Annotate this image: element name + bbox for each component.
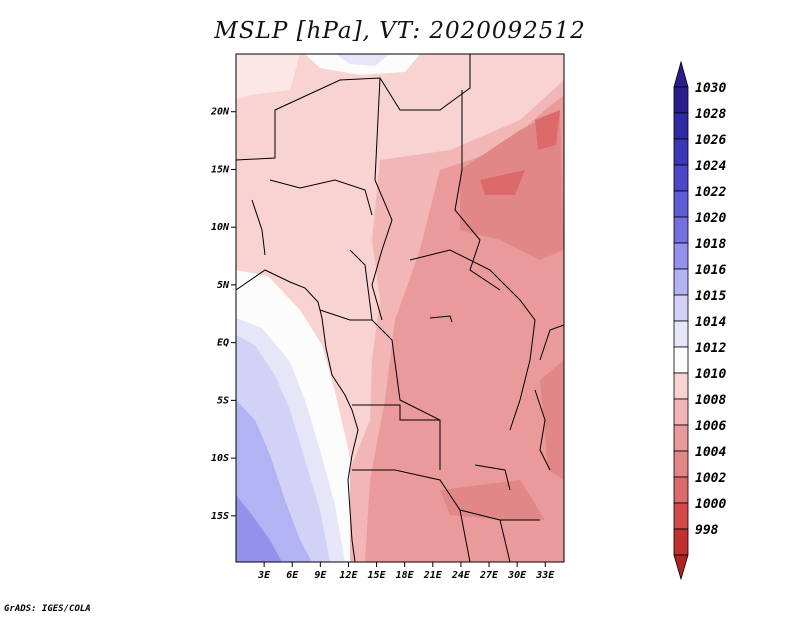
x-tick-label: 24E: [451, 570, 471, 581]
colorbar-swatch: [673, 242, 689, 270]
border-nigeria-niger: [269, 179, 373, 216]
map-frame: [235, 53, 565, 563]
x-tick-label: 6E: [286, 570, 299, 581]
colorbar-label: 1000: [695, 497, 726, 512]
x-tick-label: 15E: [368, 570, 387, 581]
colorbar-label: 1010: [695, 367, 726, 382]
colorbar-label: 1006: [695, 419, 726, 434]
field-1004-sudan: [480, 170, 525, 195]
colorbar-label: 1004: [695, 445, 726, 460]
y-tick-label: 10N: [211, 222, 230, 233]
field-1004-northeast: [535, 110, 560, 150]
border-lake-tanganyika: [534, 389, 551, 471]
colorbar-swatch: [673, 502, 689, 530]
y-tick-label: 15S: [211, 511, 229, 522]
colorbar-top-arrow: [673, 60, 689, 88]
colorbar-swatch: [673, 294, 689, 322]
border-gabon: [319, 309, 372, 321]
border-angola-zambia: [352, 469, 540, 521]
border-west-coast: [251, 199, 266, 256]
colorbar-swatch: [673, 476, 689, 504]
colorbar-swatch: [673, 424, 689, 452]
colorbar-label: 1030: [695, 81, 726, 96]
x-tick-label: 33E: [535, 570, 555, 581]
x-axis-ticks: 3E 6E 9E 12E 15E 18E 21E 24E 27E 30E 33E: [257, 562, 555, 581]
border-uganda-kenya: [539, 324, 564, 361]
colorbar-label: 1002: [695, 471, 726, 486]
border-chad-sudan: [454, 90, 501, 291]
colorbar-label: 1016: [695, 263, 726, 278]
colorbar-label: 998: [695, 523, 719, 538]
colorbar-swatch: [673, 268, 689, 296]
x-tick-label: 27E: [479, 570, 499, 581]
colorbar-swatch: [673, 190, 689, 218]
colorbar-label: 1028: [695, 107, 726, 122]
colorbar-label: 1008: [695, 393, 726, 408]
footer-credit: GrADS: IGES/COLA: [4, 604, 91, 614]
x-tick-label: 30E: [507, 570, 527, 581]
colorbar-swatch: [673, 372, 689, 400]
border-detail-2: [474, 464, 511, 491]
colorbar-label: 1012: [695, 341, 726, 356]
field-1006-east: [540, 360, 564, 480]
colorbar-bottom-arrow: [673, 554, 689, 581]
x-tick-label: 3E: [257, 570, 271, 581]
colorbar-label: 1015: [695, 289, 726, 304]
colorbar-label: 1018: [695, 237, 726, 252]
colorbar-label: 1024: [695, 159, 726, 174]
coastline: [236, 269, 359, 562]
chart-title: MSLP [hPa], VT: 2020092512: [214, 18, 586, 44]
y-tick-label: 10S: [211, 453, 229, 464]
y-tick-label: EQ: [217, 338, 229, 349]
border-namibia: [459, 509, 471, 562]
field-north-west: [236, 54, 300, 100]
y-tick-label: 5S: [217, 395, 229, 406]
border-zambia-south: [499, 519, 511, 562]
field-1014-sahara: [335, 54, 390, 66]
y-tick-label: 15N: [211, 164, 230, 175]
field-1018-ocean: [236, 495, 282, 562]
colorbar-swatch: [673, 112, 689, 140]
border-car-drc: [409, 249, 536, 431]
colorbar-swatch: [673, 398, 689, 426]
pressure-field: [236, 54, 564, 562]
colorbar: 1030 1028 1026 1024 1022 1020 1018 1016 1015 1014…: [673, 60, 726, 581]
colorbar-swatch: [673, 138, 689, 166]
border-detail-1: [429, 315, 453, 323]
colorbar-swatch: [673, 346, 689, 374]
colorbar-swatch: [673, 450, 689, 478]
border-niger-chad: [371, 77, 393, 321]
x-tick-label: 9E: [314, 570, 327, 581]
border-angola-drc: [352, 404, 440, 421]
colorbar-swatch: [673, 164, 689, 192]
field-1006-south: [440, 480, 545, 520]
colorbar-label: 1014: [695, 315, 726, 330]
country-borders: [236, 54, 564, 562]
colorbar-swatch: [673, 86, 689, 114]
colorbar-swatch: [673, 216, 689, 244]
colorbar-swatch: [673, 320, 689, 348]
y-axis-ticks: 20N 15N 10N 5N EQ 5S 10S 15S: [210, 107, 236, 522]
y-tick-label: 5N: [217, 280, 230, 291]
x-tick-label: 21E: [423, 570, 443, 581]
colorbar-label: 1020: [695, 211, 726, 226]
x-tick-label: 18E: [396, 570, 415, 581]
colorbar-swatch: [673, 528, 689, 556]
colorbar-label: 1026: [695, 133, 726, 148]
y-tick-label: 20N: [210, 107, 230, 118]
colorbar-label: 1022: [695, 185, 726, 200]
x-tick-label: 12E: [339, 570, 358, 581]
